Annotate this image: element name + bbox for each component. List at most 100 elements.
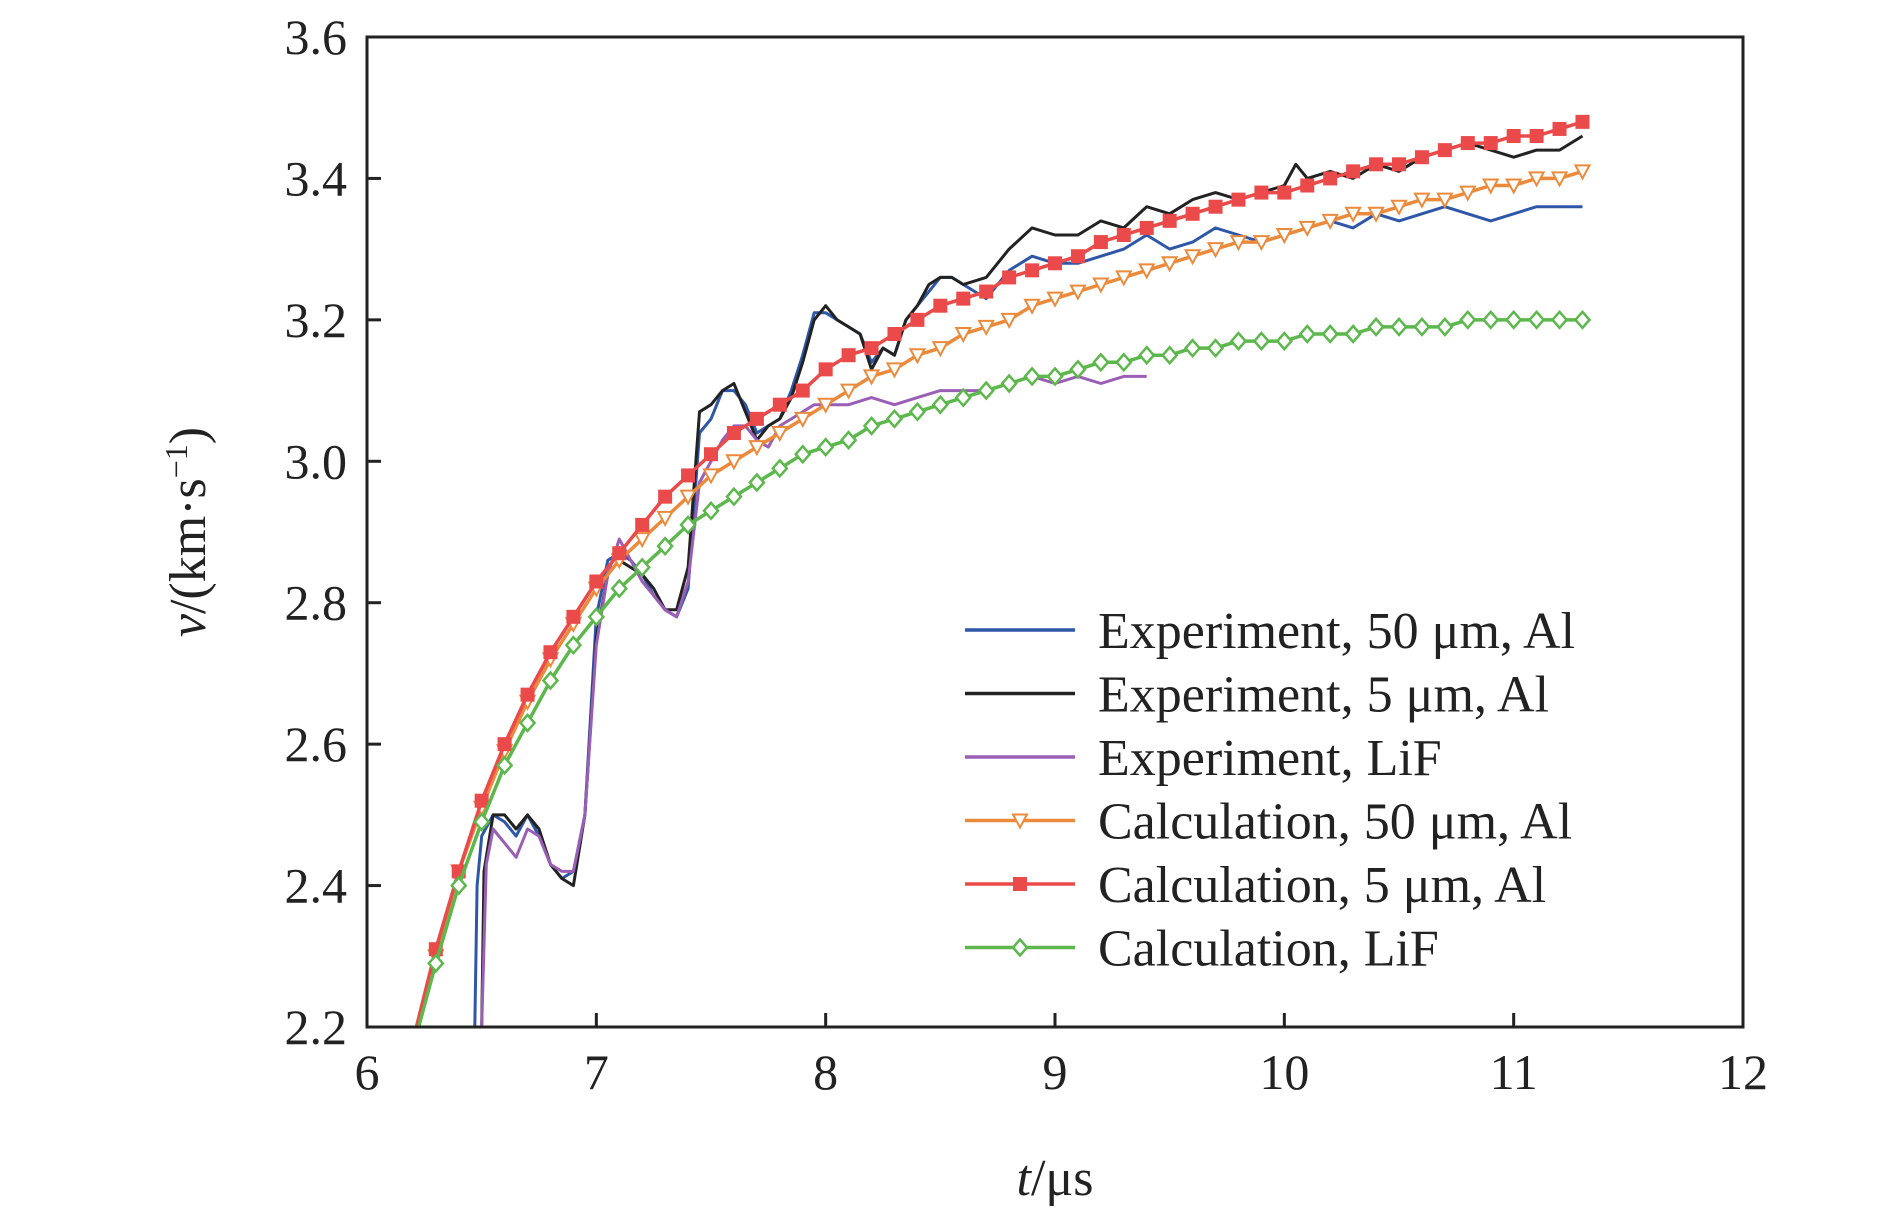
legend-label: Calculation, 50 μm, Al bbox=[1098, 794, 1572, 851]
series-2 bbox=[480, 374, 1147, 1027]
y-tick-label: 2.6 bbox=[285, 716, 348, 772]
x-axis-label-var: t bbox=[1016, 1150, 1032, 1207]
legend-label: Experiment, 50 μm, Al bbox=[1098, 603, 1575, 660]
series-point bbox=[1367, 317, 1385, 337]
series-point bbox=[1575, 114, 1590, 129]
legend-item: Experiment, LiF bbox=[965, 730, 1442, 787]
series-point bbox=[1300, 178, 1315, 193]
series-point bbox=[771, 458, 789, 479]
series-point bbox=[1023, 366, 1041, 387]
series-point bbox=[839, 383, 858, 400]
y-tick-label: 2.8 bbox=[285, 575, 348, 631]
series-point bbox=[587, 606, 605, 627]
series-point bbox=[1346, 164, 1361, 179]
series-point bbox=[1252, 331, 1271, 351]
series-point bbox=[1573, 164, 1592, 181]
legend-marker bbox=[1011, 813, 1029, 830]
series-layer bbox=[414, 114, 1592, 1027]
x-tick-label: 11 bbox=[1490, 1044, 1538, 1100]
series-point bbox=[749, 411, 764, 426]
legend-item: Calculation, 50 μm, Al bbox=[965, 794, 1572, 851]
series-point bbox=[956, 291, 971, 306]
series-point bbox=[864, 341, 879, 356]
series-point bbox=[1392, 157, 1406, 172]
series-point bbox=[1390, 317, 1408, 337]
series-point bbox=[1252, 235, 1271, 252]
series-line bbox=[480, 374, 1147, 1027]
series-point bbox=[1275, 331, 1293, 351]
legend: Experiment, 50 μm, Al Experiment, 5 μm, A… bbox=[965, 603, 1575, 978]
y-tick-label: 3.4 bbox=[285, 150, 348, 206]
series-point bbox=[1527, 309, 1546, 330]
legend-label: Calculation, LiF bbox=[1098, 921, 1439, 978]
y-axis-label-close: ) bbox=[160, 427, 217, 444]
y-axis-label-unit: km·s bbox=[160, 478, 217, 582]
series-point bbox=[1115, 352, 1133, 373]
series-point bbox=[1550, 171, 1569, 188]
series-point bbox=[1298, 220, 1316, 238]
series-point bbox=[1092, 352, 1110, 373]
y-axis-label-sep: /( bbox=[160, 582, 217, 614]
series-point bbox=[1162, 213, 1177, 228]
series-point bbox=[954, 327, 972, 344]
y-axis-label: v/(km·s−1) bbox=[158, 427, 217, 637]
series-4 bbox=[414, 114, 1590, 1027]
x-axis-label-unit: μs bbox=[1045, 1150, 1093, 1207]
series-point bbox=[1025, 263, 1040, 278]
series-point bbox=[862, 416, 881, 436]
y-tick-label: 3.2 bbox=[285, 292, 348, 348]
series-point bbox=[977, 319, 995, 337]
series-point bbox=[1229, 235, 1248, 252]
series-point bbox=[885, 362, 904, 379]
x-tick-label: 7 bbox=[584, 1044, 609, 1100]
y-axis-label-sup: −1 bbox=[158, 444, 194, 478]
series-point bbox=[1206, 242, 1225, 259]
series-point bbox=[772, 397, 787, 412]
series-point bbox=[656, 536, 674, 557]
series-point bbox=[658, 489, 673, 504]
series-point bbox=[612, 546, 627, 561]
series-point bbox=[794, 444, 812, 465]
series-point bbox=[725, 486, 743, 507]
series-point bbox=[633, 532, 651, 549]
series-point bbox=[427, 953, 445, 974]
series-point bbox=[954, 387, 972, 408]
series-point bbox=[1115, 270, 1133, 287]
series-point bbox=[887, 327, 902, 341]
legend-marker bbox=[1011, 937, 1029, 958]
series-point bbox=[1048, 256, 1062, 271]
series-point bbox=[1208, 199, 1223, 214]
series-point bbox=[679, 515, 697, 535]
series-point bbox=[1436, 317, 1454, 337]
x-tick-label: 9 bbox=[1043, 1044, 1068, 1100]
series-point bbox=[817, 437, 835, 458]
series-point bbox=[977, 380, 995, 401]
series-point bbox=[841, 348, 856, 363]
series-point bbox=[1229, 331, 1248, 351]
x-axis-ticks: 6 7 8 9 10 11 12 bbox=[355, 1013, 1768, 1100]
series-line bbox=[414, 169, 1584, 1027]
series-point bbox=[1459, 185, 1477, 202]
series-point bbox=[1369, 157, 1384, 172]
series-point bbox=[748, 440, 766, 457]
series-point bbox=[474, 793, 489, 808]
series-point bbox=[702, 500, 720, 521]
y-axis-ticks: 2.2 2.4 2.6 2.8 3.0 3.2 3.4 3.6 bbox=[285, 9, 381, 1055]
series-point bbox=[795, 383, 810, 398]
legend-label: Experiment, LiF bbox=[1098, 730, 1442, 787]
series-point bbox=[1437, 143, 1452, 158]
series-point bbox=[450, 875, 468, 896]
series-point bbox=[1550, 309, 1569, 330]
plot-frame bbox=[365, 35, 1745, 1029]
series-point bbox=[979, 284, 994, 299]
series-5 bbox=[416, 309, 1592, 1027]
series-point bbox=[1323, 171, 1338, 186]
series-point bbox=[1000, 373, 1018, 394]
legend-item: Calculation, LiF bbox=[965, 921, 1439, 978]
series-point bbox=[1183, 338, 1202, 359]
series-point bbox=[1414, 150, 1429, 165]
series-point bbox=[1092, 277, 1110, 294]
series-point bbox=[1367, 206, 1385, 223]
series-point bbox=[702, 468, 720, 485]
